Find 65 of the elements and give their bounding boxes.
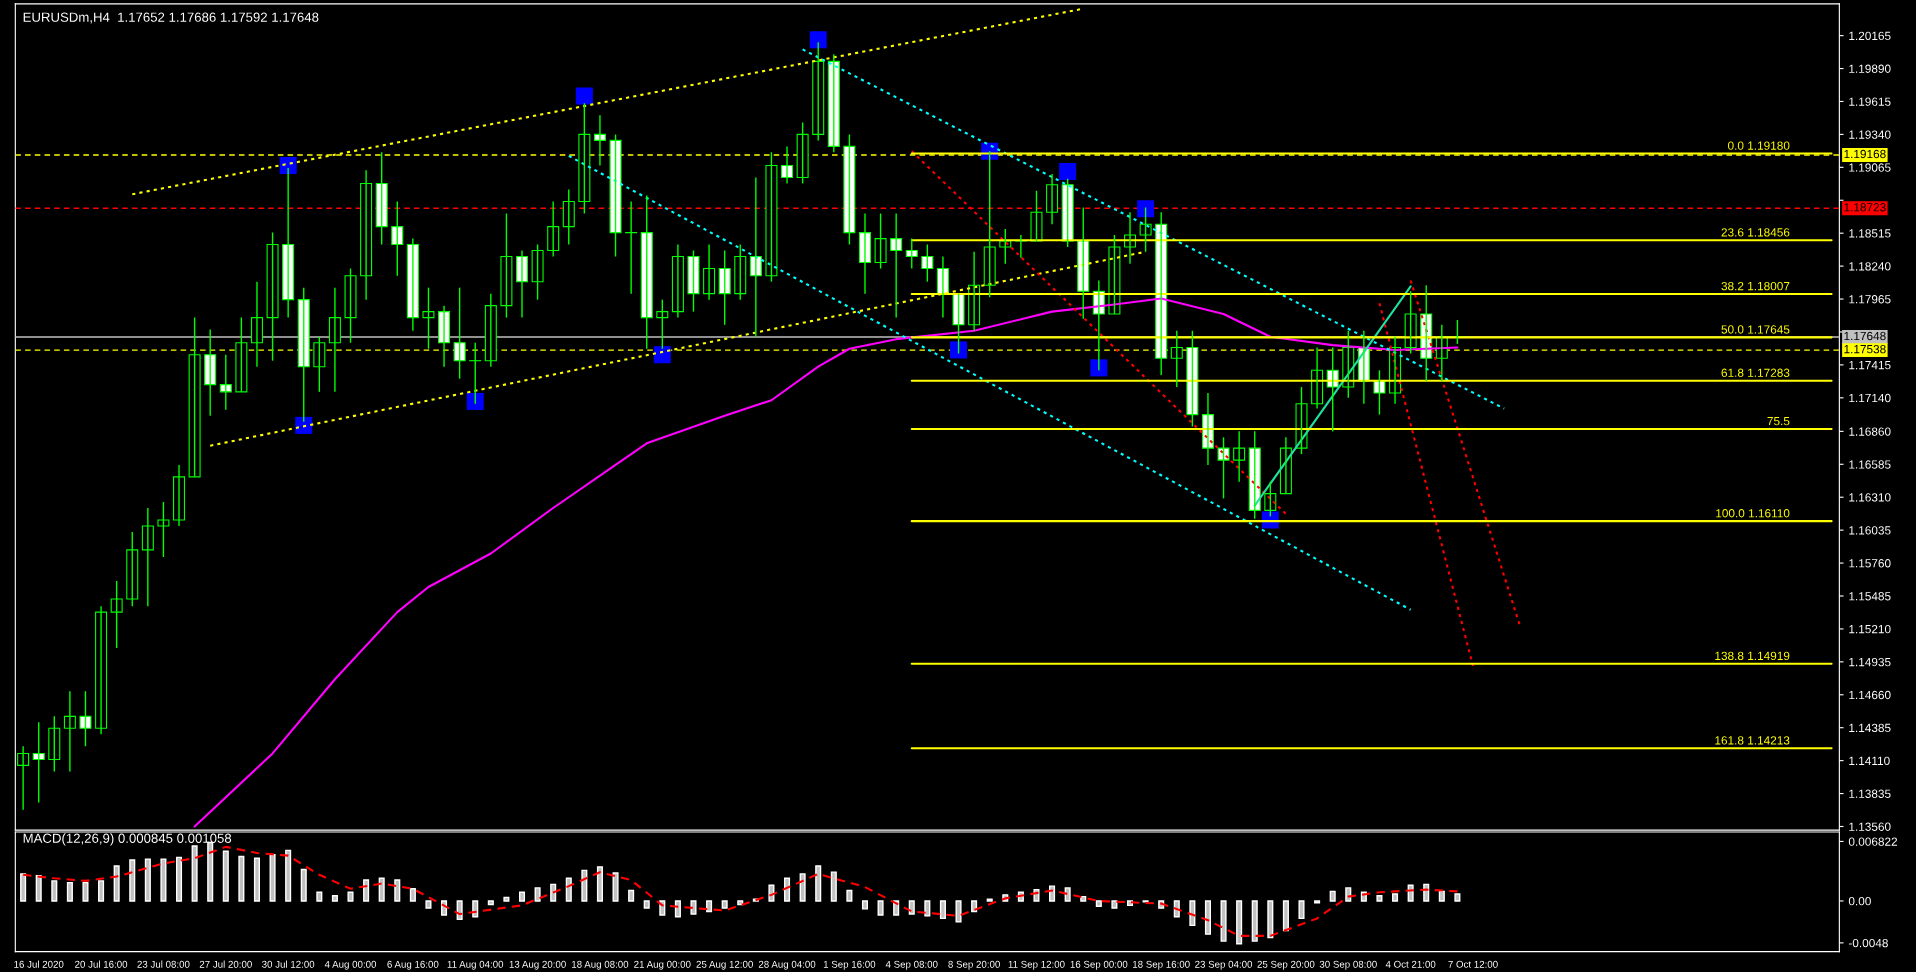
ref-line-label: 1.19168 [1844,149,1886,159]
x-tick-label: 30 Jul 12:00 [262,960,315,968]
series-label: 23.6 1.18456 [1721,228,1790,237]
series-label: 61.8 1.17283 [1721,368,1790,377]
y-tick-label: 1.16585 [1849,460,1891,469]
y-tick-label: 0.00 [1848,897,1871,906]
y-tick-label: 1.14935 [1849,657,1891,667]
x-tick-label: 27 Jul 20:00 [199,960,252,968]
series-label: 161.8 1.14213 [1715,736,1790,745]
series-label: 50.0 1.17645 [1721,325,1790,334]
y-tick-label: 1.20165 [1849,31,1891,41]
y-tick-label: 1.17415 [1849,361,1891,370]
y-tick-label: 1.18240 [1849,262,1891,271]
series-label: 100.0 1.16110 [1716,509,1790,518]
y-tick-label: 1.17965 [1849,295,1891,304]
series-label: 38.2 1.18007 [1721,281,1790,291]
y-tick-label: 1.17140 [1849,393,1891,403]
x-tick-label: 21 Aug 00:00 [634,960,691,970]
chart-title: MACD(12,26,9) 0.000845 0.001058 [23,833,232,846]
y-tick-label: -0.0048 [1848,938,1888,948]
text: EURUSDm,H4 1.17652 1.17686 1.17592 1.17648 [23,12,319,24]
x-tick-label: 30 Sep 08:00 [1319,960,1377,970]
x-tick-label: 23 Jul 08:00 [137,960,190,968]
ref-line-label: 1.18723 [1844,203,1886,212]
y-tick-label: 1.19065 [1849,163,1891,172]
x-tick-label: 4 Oct 21:00 [1385,960,1436,968]
x-tick-label: 1 Sep 16:00 [823,960,876,970]
x-tick-label: 16 Sep 00:00 [1070,960,1128,970]
x-tick-label: 4 Sep 08:00 [885,960,938,970]
x-tick-label: 25 Sep 20:00 [1257,960,1315,970]
y-tick-label: 1.13560 [1849,822,1891,831]
series-label: 0.0 1.19180 [1728,141,1790,150]
x-tick-label: 18 Aug 08:00 [572,960,629,970]
x-tick-label: 16 Jul 2020 [14,960,64,968]
y-tick-label: 1.16310 [1849,493,1891,502]
y-tick-label: 1.19615 [1849,97,1891,106]
y-tick-label: 1.14385 [1849,723,1891,733]
x-tick-label: 25 Aug 12:00 [696,960,753,970]
x-tick-label: 11 Sep 12:00 [1008,960,1065,970]
series-label: 75.5 [1767,417,1790,426]
x-tick-label: 18 Sep 16:00 [1133,960,1190,970]
y-tick-label: 1.15760 [1849,559,1891,568]
x-tick-label: 23 Sep 04:00 [1195,960,1253,970]
x-tick-label: 28 Aug 04:00 [758,960,816,970]
y-tick-label: 1.15210 [1849,624,1891,634]
y-tick-label: 1.16035 [1849,526,1891,535]
x-tick-label: 13 Aug 20:00 [509,960,566,970]
y-tick-label: 1.14110 [1849,756,1890,766]
x-tick-label: 7 Oct 12:00 [1448,960,1498,968]
y-tick-label: 1.16860 [1849,427,1891,436]
x-tick-label: 8 Sep 20:00 [948,960,1000,970]
y-tick-label: 1.18515 [1849,229,1891,238]
ref-line-label: 1.17648 [1844,331,1886,341]
x-tick-label: 11 Aug 04:00 [447,960,504,970]
x-tick-label: 4 Aug 00:00 [324,960,377,970]
y-tick-label: 1.15485 [1849,592,1891,601]
y-tick-label: 1.13835 [1849,789,1891,798]
y-tick-label: 1.19340 [1849,130,1891,139]
x-tick-label: 6 Aug 16:00 [387,960,439,970]
y-tick-label: 0.006822 [1848,837,1898,846]
ref-line-label: 1.17538 [1844,344,1886,354]
series-label: 138.8 1.14919 [1715,651,1790,661]
x-tick-label: 20 Jul 16:00 [75,960,128,968]
y-tick-label: 1.19890 [1849,64,1891,73]
y-tick-label: 1.14660 [1849,690,1891,700]
